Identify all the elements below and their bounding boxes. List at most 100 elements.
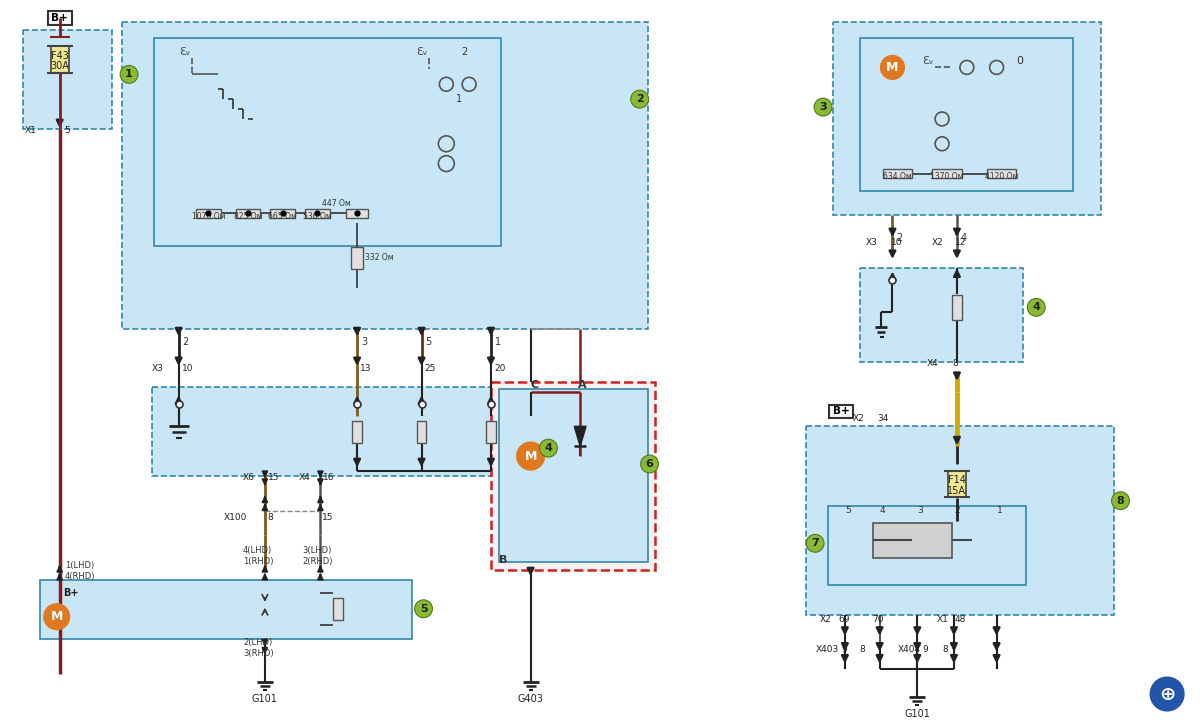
Text: X6: X6 (244, 473, 254, 482)
Circle shape (641, 455, 659, 473)
Bar (270, 209, 295, 217)
Text: 5: 5 (420, 604, 427, 613)
Bar (352, 247, 364, 269)
Text: G403: G403 (517, 694, 544, 704)
Text: 3: 3 (917, 506, 923, 515)
Text: B+: B+ (833, 407, 850, 416)
Text: 20: 20 (494, 364, 505, 374)
Text: 5: 5 (65, 127, 71, 135)
Text: 69: 69 (838, 615, 850, 624)
Text: X1: X1 (937, 615, 949, 624)
Text: 15: 15 (268, 473, 280, 482)
Text: 1: 1 (494, 337, 502, 347)
Text: G101: G101 (905, 709, 930, 719)
Text: X3: X3 (865, 238, 877, 248)
Circle shape (881, 55, 905, 79)
Text: X403: X403 (816, 645, 839, 654)
Text: X4: X4 (928, 359, 938, 369)
Text: 1: 1 (125, 69, 133, 79)
Text: 2: 2 (461, 47, 468, 57)
Bar (932, 168, 962, 179)
Text: Ɛᵥ: Ɛᵥ (416, 47, 428, 57)
Text: 332 Ом: 332 Ом (365, 253, 394, 262)
Text: 4: 4 (961, 233, 967, 243)
Text: 7: 7 (811, 539, 820, 549)
Text: C: C (530, 379, 539, 390)
Bar (833, 22, 1100, 215)
Bar (486, 421, 496, 444)
Circle shape (1027, 298, 1045, 316)
Text: 15A: 15A (948, 486, 966, 496)
Text: 34: 34 (877, 414, 889, 423)
Text: 634 Ом: 634 Ом (883, 172, 912, 181)
Text: X2: X2 (853, 414, 864, 423)
Text: 10: 10 (890, 238, 902, 248)
Text: X2: X2 (820, 615, 832, 624)
Bar (235, 209, 260, 217)
Text: 1(RHD): 1(RHD) (244, 557, 274, 566)
Text: X404: X404 (898, 645, 920, 654)
Text: 1070 Ом: 1070 Ом (192, 212, 226, 220)
Text: 9: 9 (841, 645, 847, 654)
Bar (154, 37, 500, 246)
Bar (859, 268, 1024, 362)
Bar (50, 45, 68, 73)
Text: 2: 2 (636, 94, 643, 104)
Text: 1: 1 (996, 506, 1002, 515)
Text: 25: 25 (425, 364, 436, 374)
Text: 1: 1 (456, 94, 462, 104)
Text: Ɛᵥ: Ɛᵥ (923, 56, 934, 66)
Bar (416, 421, 426, 444)
Text: M: M (887, 61, 899, 74)
Text: F14: F14 (948, 475, 966, 485)
Circle shape (1111, 492, 1129, 510)
Text: ⊕: ⊕ (1159, 685, 1175, 703)
Text: 4(LHD): 4(LHD) (244, 546, 272, 554)
Bar (952, 295, 962, 320)
Text: 2: 2 (182, 337, 188, 347)
Text: X1: X1 (25, 127, 37, 135)
Text: 665 Ом: 665 Ом (269, 212, 298, 220)
Bar (828, 505, 1026, 585)
Text: X2: X2 (932, 238, 944, 248)
Bar (499, 389, 648, 562)
Text: 8: 8 (952, 359, 958, 369)
Text: 16: 16 (323, 473, 335, 482)
Bar (872, 523, 952, 558)
Text: 1(LHD): 1(LHD) (65, 561, 94, 570)
Bar (122, 22, 648, 329)
Text: 4: 4 (545, 443, 552, 453)
Text: B+: B+ (52, 13, 68, 23)
Text: 4: 4 (1032, 302, 1040, 312)
Bar (305, 209, 330, 217)
Text: A: A (578, 379, 587, 390)
Text: 1370 Ом: 1370 Ом (930, 172, 964, 181)
Text: X4: X4 (299, 473, 311, 482)
Bar (352, 421, 362, 444)
Circle shape (814, 98, 832, 116)
Text: 9: 9 (923, 645, 928, 654)
Text: 536 Ом: 536 Ом (304, 212, 332, 220)
Text: M: M (50, 610, 62, 624)
Text: X100: X100 (223, 513, 247, 522)
Text: 15: 15 (323, 513, 334, 522)
Text: F43: F43 (50, 50, 68, 60)
Text: 48: 48 (955, 615, 966, 624)
Circle shape (1151, 678, 1184, 711)
Bar (806, 426, 1114, 615)
Text: 2: 2 (896, 233, 902, 243)
Bar (986, 168, 1016, 179)
Text: 12: 12 (955, 238, 966, 248)
Text: 8: 8 (268, 513, 274, 522)
Text: 5: 5 (426, 337, 432, 347)
Bar (346, 209, 368, 217)
Text: 0: 0 (1016, 56, 1024, 66)
Text: 8: 8 (1117, 495, 1124, 505)
Bar (882, 168, 912, 179)
Text: 447 Ом: 447 Ом (323, 199, 352, 208)
Text: B+: B+ (62, 588, 78, 598)
Text: 4: 4 (880, 506, 886, 515)
Polygon shape (575, 426, 586, 446)
Circle shape (631, 90, 648, 108)
Text: 70: 70 (872, 615, 884, 624)
